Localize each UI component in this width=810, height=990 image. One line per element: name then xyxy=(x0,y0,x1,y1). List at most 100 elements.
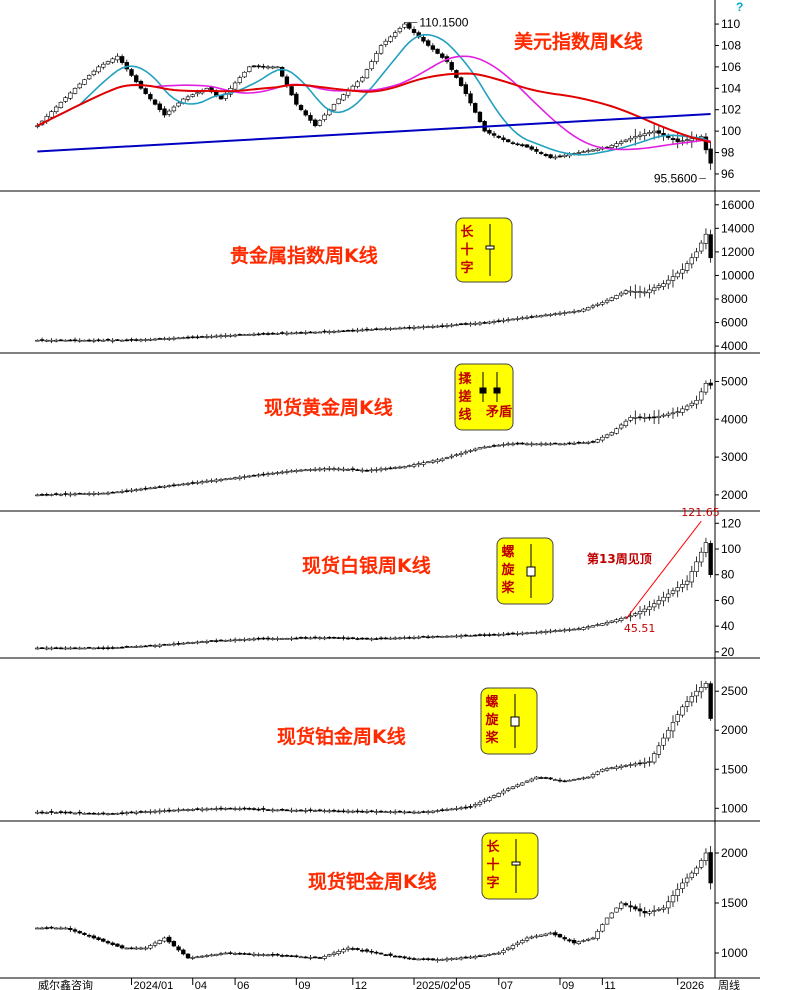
candle-body xyxy=(256,65,261,68)
candle-body xyxy=(581,151,586,153)
candle-body xyxy=(600,768,605,772)
candle-body xyxy=(143,88,148,94)
candle-body xyxy=(110,58,115,63)
candle-body xyxy=(642,608,647,612)
candle-body xyxy=(567,442,572,445)
candle-body xyxy=(534,149,539,152)
candle-body xyxy=(463,806,468,809)
candle-body xyxy=(374,469,379,471)
candle-body xyxy=(623,139,629,142)
candle-body xyxy=(58,811,64,814)
candle-body xyxy=(341,637,346,639)
candle-body xyxy=(680,408,685,413)
candle-body xyxy=(656,600,662,605)
candle-body xyxy=(341,330,346,333)
candle-body xyxy=(247,334,252,336)
candle-body xyxy=(651,603,657,608)
candle-body xyxy=(604,434,610,438)
candle-body xyxy=(82,932,87,935)
candle-body xyxy=(600,436,605,441)
y-tick-label: 5000 xyxy=(721,374,748,388)
candle-body xyxy=(298,469,304,472)
candle-body xyxy=(327,468,332,470)
candle-body xyxy=(265,954,271,957)
candle-body xyxy=(468,93,473,104)
candle-body xyxy=(609,912,614,919)
candle-body xyxy=(49,494,54,496)
candle-body xyxy=(312,119,318,127)
candle-body xyxy=(364,811,370,813)
candle-body xyxy=(96,647,101,649)
candle-body xyxy=(251,474,257,477)
candle-body xyxy=(176,484,181,486)
candle-body xyxy=(548,777,553,780)
candle-body xyxy=(463,84,468,94)
candle-body xyxy=(96,339,101,342)
candle-body xyxy=(425,811,431,814)
candle-body xyxy=(440,458,445,461)
candle-body xyxy=(374,53,379,62)
candle-body xyxy=(491,133,497,136)
candle-body xyxy=(214,479,219,482)
candle-body xyxy=(247,808,252,810)
candle-body xyxy=(355,948,360,950)
candle-body xyxy=(520,442,525,445)
candle-body xyxy=(185,809,191,811)
candle-body xyxy=(261,65,266,68)
candle-body xyxy=(275,638,280,640)
candle-body xyxy=(124,947,129,950)
candle-body xyxy=(529,443,534,446)
candle-body xyxy=(171,106,177,112)
candle-body xyxy=(181,949,186,955)
candle-body xyxy=(167,809,172,812)
help-mark[interactable]: ? xyxy=(736,0,743,14)
candle-body xyxy=(237,334,242,336)
candle-body xyxy=(237,476,242,479)
candle-body xyxy=(567,779,572,782)
candle-body xyxy=(666,729,671,739)
candle-body xyxy=(360,469,365,472)
candle-body xyxy=(350,637,355,639)
candle-body xyxy=(115,647,120,649)
candle-body xyxy=(270,809,275,812)
candle-body xyxy=(576,310,581,313)
candle-body xyxy=(586,307,591,311)
candle-body xyxy=(129,69,134,76)
candle-body xyxy=(534,631,539,634)
candle-body xyxy=(223,807,228,810)
candle-body xyxy=(350,329,355,332)
candle-body xyxy=(689,138,694,141)
candle-body xyxy=(689,402,694,406)
candle-body xyxy=(331,104,337,111)
data-source-label: 威尔鑫咨询 xyxy=(38,978,93,990)
candle-body xyxy=(534,315,539,318)
candle-body xyxy=(82,493,87,495)
candle-body xyxy=(35,811,40,814)
candle-body xyxy=(473,103,478,113)
candle-body xyxy=(661,737,666,746)
candle-body xyxy=(416,811,421,814)
candle-body xyxy=(694,690,699,697)
candle-body xyxy=(110,942,115,945)
candle-body xyxy=(538,934,544,937)
candle-body xyxy=(435,635,440,638)
y-tick-label: 100 xyxy=(721,542,741,556)
panel-title: 美元指数周K线 xyxy=(514,30,643,53)
candle-body xyxy=(586,626,591,629)
candle-body xyxy=(322,637,327,640)
candle-body xyxy=(689,571,694,583)
candle-body xyxy=(35,339,40,342)
candle-body xyxy=(143,645,148,648)
candle-body xyxy=(152,942,158,946)
candle-body xyxy=(473,448,478,451)
candle-body xyxy=(463,323,468,325)
candle-body xyxy=(82,79,87,85)
candle-body xyxy=(411,326,417,329)
candle-body xyxy=(364,637,370,640)
candle-icon-body xyxy=(510,716,520,727)
candle-body xyxy=(562,154,567,157)
y-tick-label: 60 xyxy=(721,593,735,607)
candle-body xyxy=(619,618,624,621)
candle-body xyxy=(289,86,294,96)
